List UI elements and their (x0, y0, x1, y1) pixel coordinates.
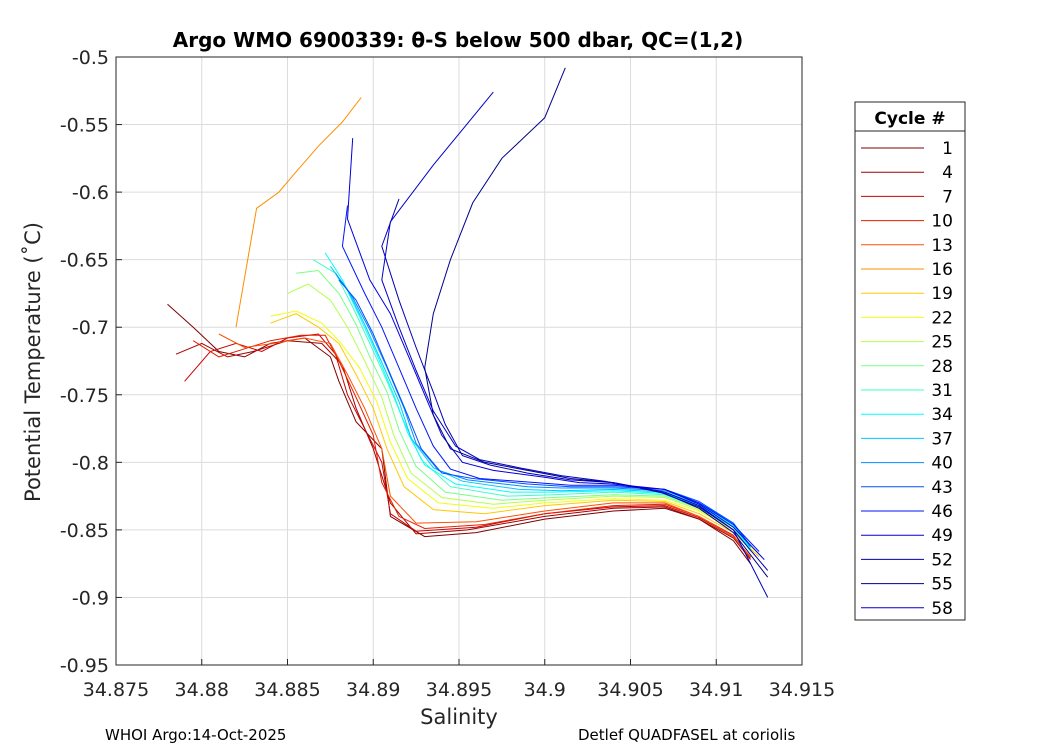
series-line-cycle-13 (218, 333, 751, 558)
x-tick-label: 34.91 (689, 679, 743, 701)
grid-lines (116, 57, 802, 665)
x-tick-label: 34.895 (426, 679, 492, 701)
legend-label: 25 (931, 333, 953, 353)
series-layer (167, 67, 769, 598)
legend-entries: 1 4 7 10 13 16 19 22 25 28 31 34 37 40 43 46 49 52 55 58 (861, 139, 953, 619)
legend-label: 4 (942, 163, 953, 183)
series-line-cycle-7 (184, 333, 751, 558)
legend: Cycle # 1 4 7 10 13 16 19 22 25 28 31 34 37 40 43 46 49 5… (854, 101, 966, 621)
y-axis-ticks: -0.5 -0.55 -0.6 -0.65 -0.7 -0.75 -0.8 -0.85 -0.9… (60, 47, 122, 677)
x-tick-label: 34.9 (524, 679, 566, 701)
series-line-cycle-16 (235, 97, 362, 328)
series-line-cycle-22 (270, 310, 760, 555)
series-line-cycle-28 (296, 269, 751, 552)
series-line-cycle-40 (335, 272, 751, 547)
series-line-cycle-46 (341, 205, 760, 552)
legend-label: 37 (931, 429, 953, 449)
footer-source: WHOI Argo:14-Oct-2025 (105, 726, 287, 744)
y-tick-label: -0.65 (60, 250, 109, 272)
legend-title: Cycle # (874, 109, 945, 129)
legend-label: 43 (931, 478, 953, 498)
legend-label: 22 (931, 308, 953, 328)
legend-label: 1 (942, 139, 953, 159)
y-tick-label: -0.9 (72, 587, 109, 609)
y-tick-label: -0.85 (60, 520, 109, 542)
y-tick-label: -0.75 (60, 385, 109, 407)
legend-label: 28 (931, 357, 953, 377)
series-line-cycle-19 (270, 313, 760, 558)
legend-label: 52 (931, 550, 953, 570)
x-tick-label: 34.885 (254, 679, 320, 701)
legend-label: 55 (931, 575, 953, 595)
legend-label: 31 (931, 381, 953, 401)
series-line-cycle-37 (329, 266, 751, 548)
legend-label: 7 (942, 187, 953, 207)
y-tick-label: -0.55 (60, 115, 109, 137)
x-tick-label: 34.89 (346, 679, 400, 701)
series-line-cycle-52 (381, 198, 769, 571)
legend-label: 40 (931, 454, 953, 474)
x-tick-label: 34.905 (597, 679, 663, 701)
series-line-cycle-4 (175, 340, 751, 560)
y-tick-label: -0.8 (72, 452, 109, 474)
x-axis-label: Salinity (420, 705, 498, 729)
series-line-cycle-43 (338, 279, 751, 547)
footer-operator: Detlef QUADFASEL at coriolis (578, 726, 796, 744)
y-tick-label: -0.95 (60, 655, 109, 677)
x-tick-label: 34.875 (83, 679, 149, 701)
legend-label: 13 (931, 236, 953, 256)
legend-label: 58 (931, 599, 953, 619)
y-tick-label: -0.5 (72, 47, 109, 69)
y-tick-label: -0.7 (72, 317, 109, 339)
legend-label: 34 (931, 405, 953, 425)
x-axis-ticks: 34.875 34.88 34.885 34.89 34.895 34.9 34.905 34… (83, 659, 835, 701)
series-line-cycle-25 (287, 283, 760, 555)
x-tick-label: 34.915 (769, 679, 835, 701)
legend-label: 49 (931, 526, 953, 546)
series-line-cycle-49 (346, 138, 765, 560)
legend-label: 16 (931, 260, 953, 280)
legend-label: 10 (931, 212, 953, 232)
legend-label: 19 (931, 284, 953, 304)
y-axis-label: Potential Temperature (˚C) (21, 222, 45, 502)
x-tick-label: 34.88 (175, 679, 229, 701)
y-tick-label: -0.6 (72, 182, 109, 204)
series-line-cycle-10 (192, 334, 751, 559)
series-line-cycle-58 (381, 91, 769, 598)
legend-box (854, 101, 966, 621)
legend-label: 46 (931, 502, 953, 522)
chart-title: Argo WMO 6900339: θ-S below 500 dbar, QC… (173, 28, 743, 52)
